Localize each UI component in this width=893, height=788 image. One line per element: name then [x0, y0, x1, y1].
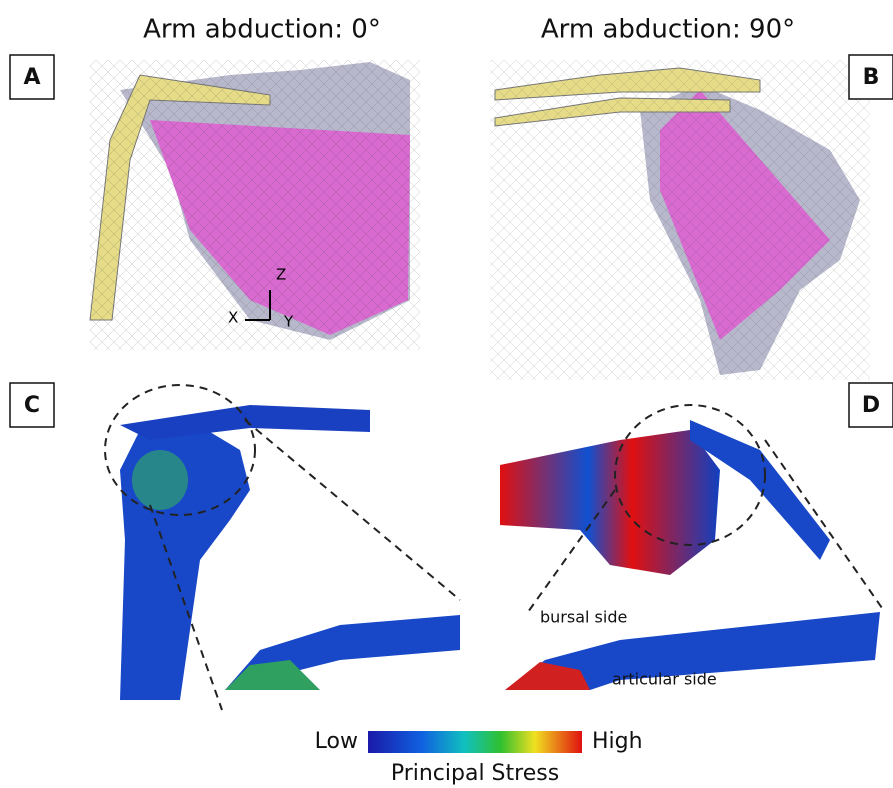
panel-b — [490, 60, 870, 380]
panel-label: D — [862, 393, 880, 418]
panel-d: bursal side articular side — [500, 405, 882, 690]
stress-spot — [132, 450, 188, 510]
panel-label: B — [863, 65, 880, 90]
colorbar-title: Principal Stress — [391, 761, 559, 786]
axis-label: Y — [283, 313, 294, 331]
mesh — [90, 60, 420, 350]
header: Arm abduction: 0° — [143, 15, 381, 45]
zoom-line — [765, 440, 882, 608]
header: Arm abduction: 90° — [541, 15, 795, 45]
annotation: articular side — [612, 670, 717, 689]
colorbar-high: High — [592, 729, 643, 754]
axis-label: Z — [276, 266, 286, 284]
figure: Arm abduction: 0° Arm abduction: 90° Z X… — [0, 0, 893, 788]
humerus — [500, 430, 720, 575]
colorbar — [368, 731, 582, 753]
panel-c — [85, 365, 460, 710]
colorbar-low: Low — [315, 729, 358, 754]
axis-label: X — [228, 309, 238, 327]
mesh — [490, 60, 870, 380]
annotation: bursal side — [540, 608, 627, 627]
panel-label: A — [23, 65, 40, 90]
panel-a: Z X Y — [60, 0, 420, 350]
panel-label: C — [24, 393, 40, 418]
